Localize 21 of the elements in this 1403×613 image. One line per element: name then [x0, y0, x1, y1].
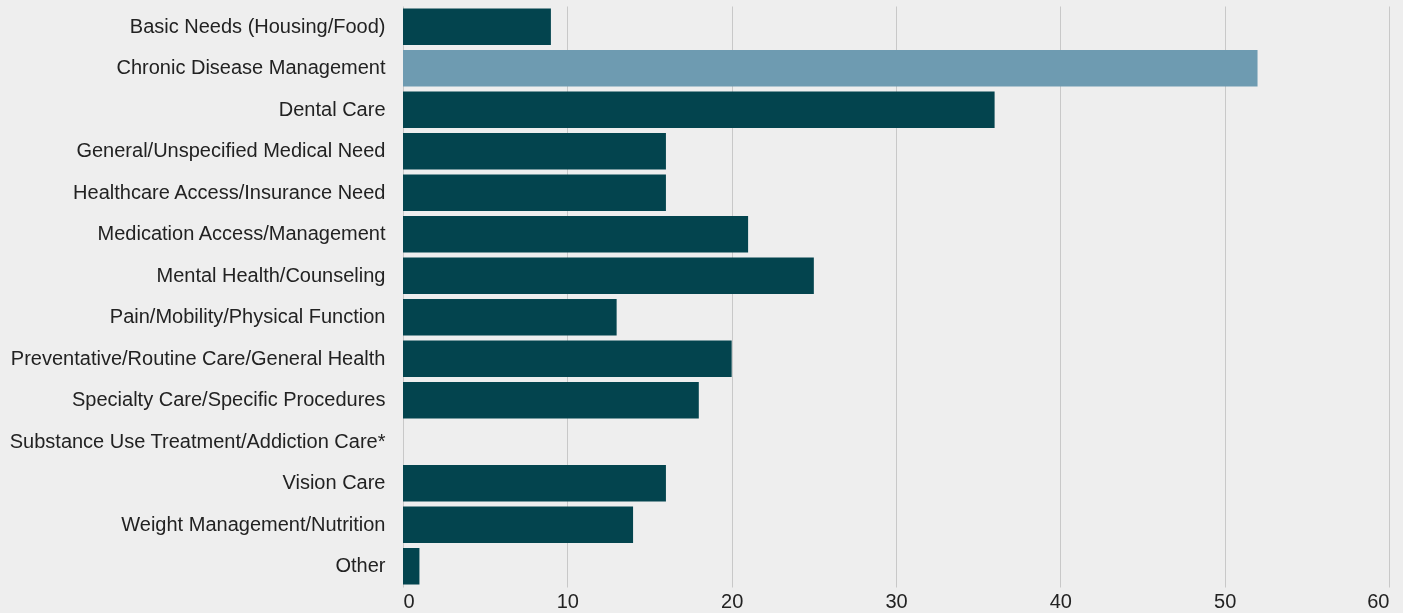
y-tick-label: General/Unspecified Medical Need	[76, 139, 386, 162]
y-tick-label: Vision Care	[282, 471, 386, 494]
y-tick-label: Mental Health/Counseling	[156, 263, 386, 286]
y-tick-label: Weight Management/Nutrition	[121, 512, 386, 535]
x-tick-label: 10	[556, 589, 579, 612]
y-tick-label: Pain/Mobility/Physical Function	[109, 305, 386, 328]
y-tick-label: Healthcare Access/Insurance Need	[73, 180, 386, 203]
x-tick-label: 20	[721, 589, 744, 612]
y-tick-label: Dental Care	[278, 97, 386, 120]
x-tick-label: 0	[403, 589, 415, 612]
x-tick-label: 40	[1049, 589, 1072, 612]
x-tick-label: 30	[885, 589, 908, 612]
y-tick-label: Substance Use Treatment/Addiction Care*	[9, 429, 386, 452]
y-tick-label: Chronic Disease Management	[116, 56, 386, 79]
y-tick-label: Medication Access/Management	[97, 222, 386, 245]
y-tick-label: Basic Needs (Housing/Food)	[129, 14, 386, 37]
x-tick-label: 50	[1214, 589, 1237, 612]
x-tick-label: 60	[1367, 589, 1390, 612]
y-tick-label: Specialty Care/Specific Procedures	[72, 388, 386, 411]
y-tick-label: Preventative/Routine Care/General Health	[10, 346, 386, 369]
y-tick-label: Other	[335, 554, 386, 577]
